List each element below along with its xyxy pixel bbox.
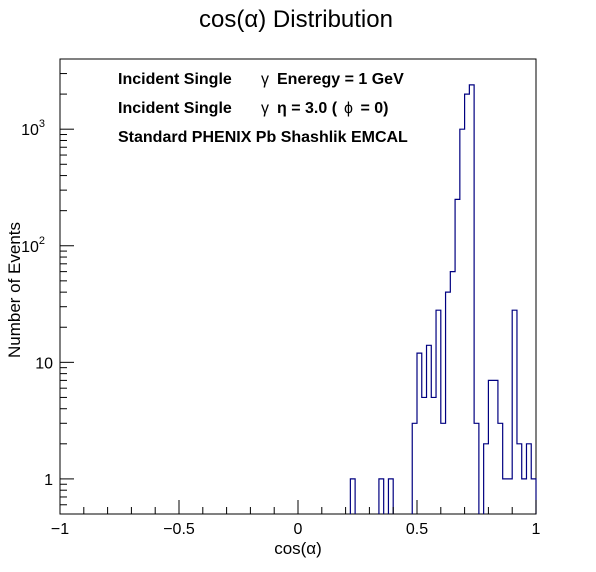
x-tick-label: 1 bbox=[532, 521, 541, 538]
y-tick-label: 1 bbox=[44, 472, 53, 489]
annotation-line: Incident Single γ Eneregy = 1 GeV bbox=[118, 71, 404, 88]
x-tick-label: 0.5 bbox=[406, 521, 428, 538]
x-tick-label: −0.5 bbox=[163, 521, 195, 538]
x-axis: −1 −0.5 0 0.5 1 bbox=[51, 500, 541, 538]
y-tick-label: 10 bbox=[35, 355, 53, 372]
annotation-block: Incident Single γ Eneregy = 1 GeV Incident … bbox=[118, 71, 408, 146]
x-tick-label: −1 bbox=[51, 521, 69, 538]
x-axis-label: cos(α) bbox=[274, 539, 322, 558]
x-tick-label: 0 bbox=[294, 521, 303, 538]
histogram-outline bbox=[349, 84, 537, 514]
histogram-layer bbox=[349, 84, 537, 514]
chart-title: cos(α) Distribution bbox=[199, 6, 393, 33]
annotation-line: Standard PHENIX Pb Shashlik EMCAL bbox=[118, 129, 408, 146]
y-axis-label: Number of Events bbox=[5, 222, 24, 358]
annotation-line: Incident Single γ η = 3.0 (ϕ = 0) bbox=[118, 100, 388, 117]
